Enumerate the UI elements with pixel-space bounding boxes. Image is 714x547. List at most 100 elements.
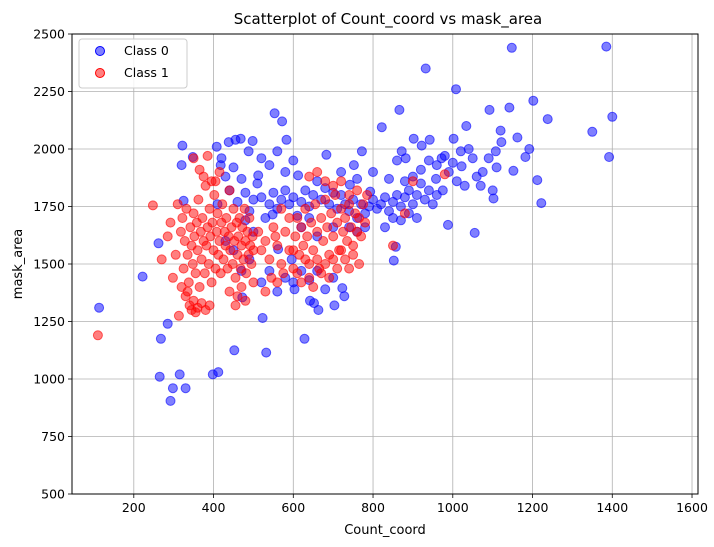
data-point <box>340 254 351 265</box>
y-tick-label: 1500 <box>33 257 65 272</box>
data-point <box>268 187 279 198</box>
data-point <box>155 333 166 344</box>
data-point <box>276 259 287 269</box>
data-point <box>178 263 189 274</box>
data-point <box>284 199 295 210</box>
data-point <box>322 222 333 233</box>
data-point <box>270 231 281 242</box>
data-point <box>336 245 347 256</box>
y-tick-label: 1250 <box>33 314 65 329</box>
data-point <box>179 236 190 246</box>
data-point <box>276 194 287 205</box>
data-point <box>336 176 347 187</box>
data-point <box>308 245 319 256</box>
data-point <box>304 171 315 182</box>
data-point <box>467 153 478 164</box>
data-point <box>280 226 291 237</box>
data-point <box>233 231 244 242</box>
data-point <box>181 203 192 214</box>
data-point <box>338 226 349 237</box>
data-point <box>415 164 426 175</box>
data-point <box>196 254 207 265</box>
legend-label-class-1: Class 1 <box>124 65 169 80</box>
data-point <box>475 180 486 191</box>
data-point <box>388 240 398 251</box>
data-point <box>229 345 240 356</box>
data-point <box>278 268 289 279</box>
data-point <box>308 190 319 200</box>
data-point <box>296 277 307 288</box>
data-point <box>272 240 283 251</box>
data-point <box>420 63 431 74</box>
data-point <box>607 111 618 122</box>
data-point <box>320 194 331 205</box>
data-point <box>137 271 148 282</box>
data-point <box>356 146 367 157</box>
x-tick-label: 1400 <box>596 500 628 515</box>
data-point <box>318 236 329 246</box>
data-point <box>451 84 461 95</box>
data-point <box>193 194 204 205</box>
data-point <box>224 286 235 297</box>
data-point <box>320 284 331 295</box>
data-point <box>313 305 324 315</box>
data-point <box>253 170 264 181</box>
data-point <box>257 313 268 323</box>
data-point <box>451 176 462 187</box>
data-point <box>260 236 271 246</box>
data-point <box>225 245 236 256</box>
data-point <box>337 283 348 294</box>
legend: Class 0 Class 1 <box>78 38 188 89</box>
data-point <box>174 369 185 380</box>
data-point <box>321 149 332 160</box>
data-point <box>310 199 321 210</box>
data-point <box>207 217 218 228</box>
data-point <box>487 185 498 196</box>
data-point <box>192 245 203 256</box>
data-point <box>167 272 178 283</box>
data-point <box>228 162 239 173</box>
data-point <box>92 330 103 341</box>
data-point <box>328 180 339 191</box>
data-point <box>230 272 241 283</box>
data-point <box>424 134 435 145</box>
data-point <box>326 208 337 219</box>
data-point <box>300 185 311 196</box>
data-point <box>293 170 304 181</box>
data-point <box>253 226 264 237</box>
data-point <box>344 263 355 274</box>
data-point <box>376 122 387 133</box>
data-point <box>277 116 288 127</box>
x-tick-label: 200 <box>122 500 146 515</box>
data-point <box>312 167 323 177</box>
data-point <box>156 254 167 265</box>
data-point <box>496 137 507 148</box>
data-point <box>195 226 206 237</box>
data-point <box>288 245 299 256</box>
data-point <box>260 213 271 223</box>
data-point <box>243 146 254 157</box>
data-point <box>147 200 158 211</box>
data-point <box>304 272 315 283</box>
data-point <box>272 277 283 288</box>
x-tick-label: 1600 <box>676 500 708 515</box>
data-point <box>356 231 367 242</box>
y-tick-label: 750 <box>41 429 65 444</box>
data-point <box>213 367 224 378</box>
data-point <box>324 272 335 283</box>
data-point <box>228 203 239 214</box>
data-point <box>256 245 267 256</box>
data-point <box>524 144 535 154</box>
y-tick-label: 2250 <box>33 84 65 99</box>
data-point <box>344 190 355 200</box>
data-point <box>407 199 418 210</box>
data-point <box>190 268 201 279</box>
data-point <box>190 307 201 318</box>
data-point <box>236 282 247 292</box>
data-point <box>360 217 371 228</box>
data-point <box>400 153 411 164</box>
legend-box <box>78 38 188 89</box>
data-point <box>328 254 339 265</box>
x-tick-label: 800 <box>361 500 385 515</box>
data-point <box>284 213 295 223</box>
